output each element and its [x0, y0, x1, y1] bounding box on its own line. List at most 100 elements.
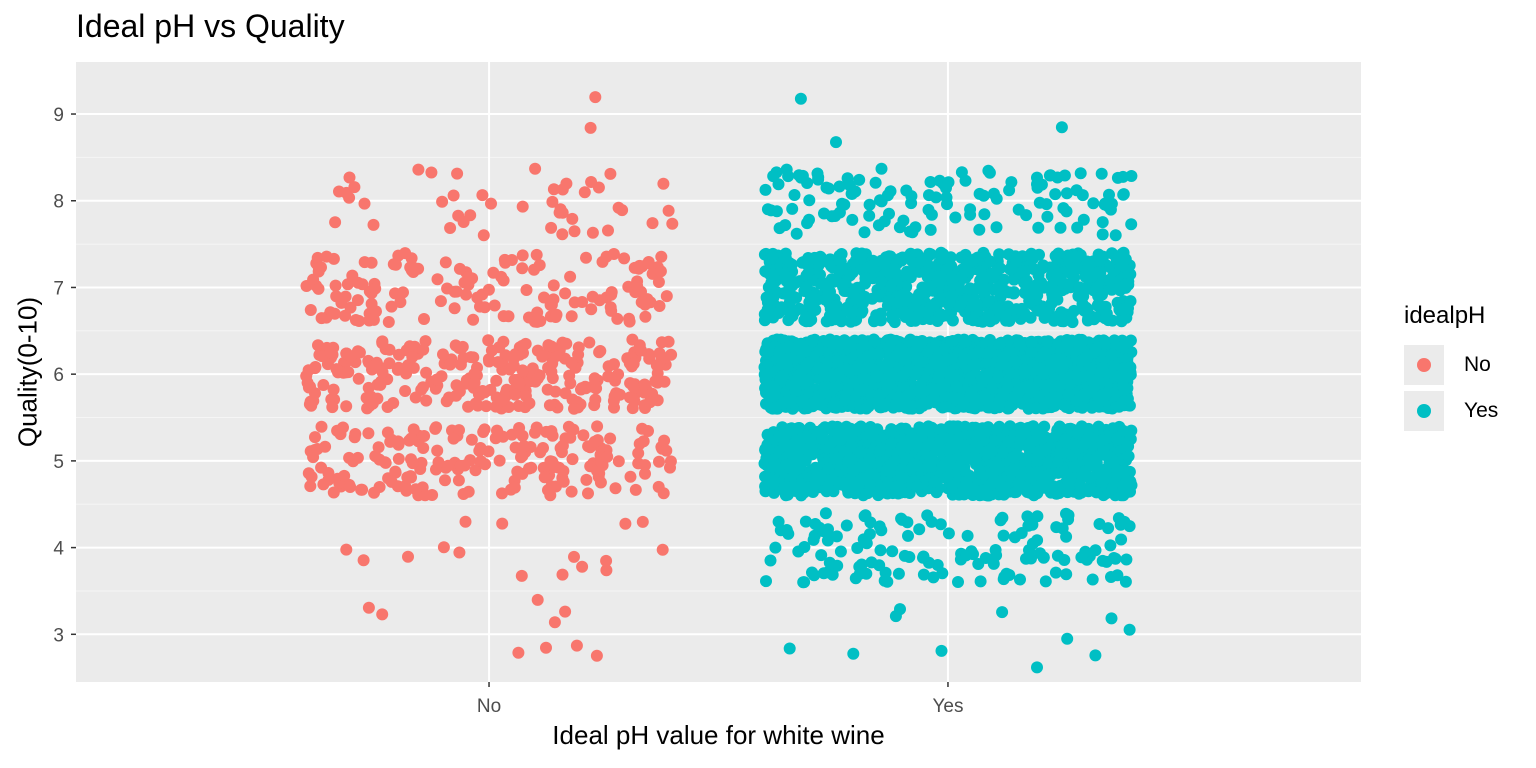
- data-point: [385, 300, 398, 313]
- data-point: [846, 286, 859, 299]
- data-point: [327, 486, 340, 499]
- data-point: [1096, 389, 1109, 401]
- data-point: [385, 475, 398, 488]
- data-point: [1054, 447, 1067, 460]
- data-point: [1043, 378, 1056, 391]
- data-point: [399, 385, 412, 397]
- data-point: [1031, 181, 1044, 194]
- data-point: [311, 251, 324, 264]
- data-point: [604, 432, 617, 445]
- data-point: [655, 336, 668, 349]
- data-point: [1016, 428, 1029, 441]
- data-point: [379, 456, 391, 469]
- y-tick-label: 8: [53, 192, 64, 213]
- data-point: [1104, 274, 1117, 287]
- data-point: [960, 549, 972, 562]
- legend-label-no: No: [1464, 353, 1491, 376]
- data-point: [1029, 402, 1042, 415]
- data-point: [839, 277, 852, 290]
- data-point: [831, 559, 844, 572]
- data-point: [1058, 340, 1071, 353]
- data-point: [845, 440, 858, 453]
- data-point: [1055, 121, 1068, 134]
- data-point: [967, 451, 980, 464]
- data-point: [343, 171, 356, 184]
- data-point: [556, 568, 569, 581]
- data-point: [897, 379, 910, 392]
- data-point: [482, 283, 495, 296]
- data-point: [964, 208, 977, 221]
- data-point: [785, 422, 798, 435]
- data-point: [1046, 480, 1059, 492]
- data-point: [305, 399, 318, 412]
- data-point: [1060, 530, 1073, 543]
- data-point: [335, 296, 348, 309]
- data-point: [934, 518, 947, 531]
- data-point: [343, 478, 356, 491]
- data-point: [450, 389, 463, 402]
- data-point: [911, 341, 924, 353]
- data-point: [883, 207, 895, 220]
- data-point: [779, 252, 792, 265]
- data-point: [1049, 250, 1062, 262]
- data-point: [656, 543, 669, 556]
- data-point: [761, 203, 774, 216]
- data-point: [796, 169, 809, 182]
- data-point: [1009, 450, 1022, 463]
- data-point: [1113, 400, 1126, 413]
- data-point: [1025, 345, 1038, 358]
- data-point: [344, 350, 357, 363]
- data-point: [437, 348, 449, 361]
- data-point: [935, 252, 948, 265]
- data-point: [913, 421, 926, 434]
- data-point: [469, 397, 482, 410]
- data-point: [358, 256, 371, 269]
- data-point: [911, 480, 924, 493]
- data-point: [978, 372, 991, 385]
- data-point: [946, 481, 958, 494]
- data-point: [839, 392, 852, 405]
- data-point: [655, 250, 668, 263]
- data-point: [454, 358, 467, 371]
- data-point: [590, 649, 603, 662]
- data-point: [657, 177, 670, 190]
- data-point: [545, 425, 558, 438]
- data-point: [865, 556, 878, 569]
- data-point: [1006, 464, 1019, 477]
- data-point: [768, 457, 781, 470]
- data-point: [372, 441, 385, 454]
- data-point: [622, 280, 635, 293]
- data-point: [989, 544, 1002, 556]
- data-point: [409, 391, 422, 404]
- data-point: [619, 517, 632, 530]
- data-point: [888, 310, 901, 323]
- data-point: [997, 488, 1010, 501]
- data-point: [594, 476, 607, 489]
- data-point: [564, 377, 577, 390]
- data-point: [972, 558, 985, 570]
- data-point: [516, 339, 529, 352]
- data-point: [896, 462, 909, 475]
- data-point: [979, 389, 991, 402]
- data-point: [881, 356, 894, 369]
- data-point: [406, 351, 419, 363]
- data-point: [575, 383, 587, 396]
- data-point: [429, 422, 442, 435]
- data-point: [834, 255, 847, 268]
- legend-key-no: [1404, 345, 1444, 385]
- data-point: [559, 287, 572, 300]
- data-point: [315, 420, 328, 433]
- data-point: [846, 187, 859, 200]
- data-point: [780, 524, 793, 536]
- data-point: [931, 440, 943, 452]
- data-point: [547, 183, 560, 196]
- data-point: [1090, 486, 1103, 499]
- data-point: [1062, 477, 1075, 490]
- data-point: [944, 442, 957, 455]
- data-point: [662, 204, 675, 217]
- data-point: [459, 515, 472, 528]
- data-point: [362, 601, 375, 614]
- data-point: [946, 275, 959, 288]
- data-point: [854, 446, 867, 459]
